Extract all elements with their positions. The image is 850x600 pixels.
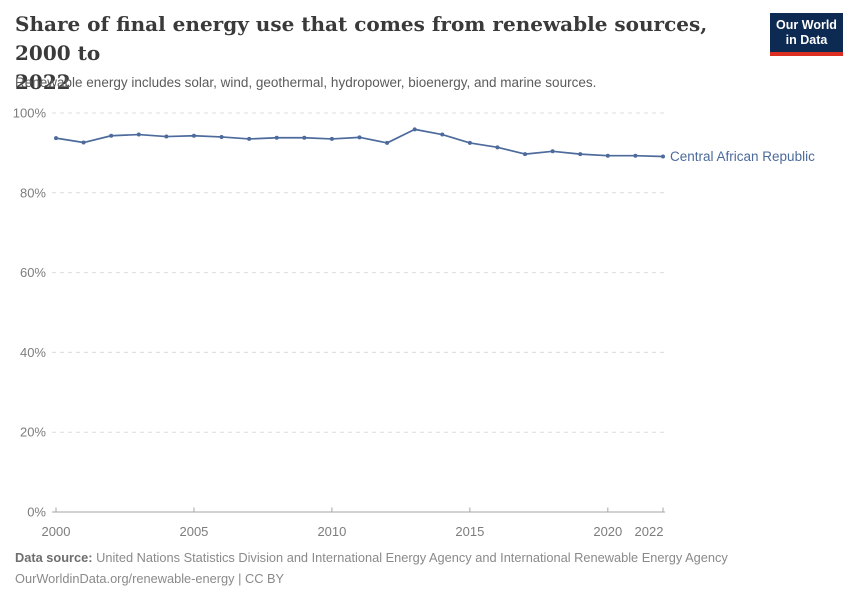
data-point bbox=[247, 136, 252, 141]
data-source-label: Data source: bbox=[15, 550, 93, 565]
y-tick-label: 80% bbox=[20, 185, 46, 200]
data-point bbox=[54, 136, 58, 141]
y-tick-label: 0% bbox=[27, 505, 46, 520]
data-point bbox=[412, 127, 417, 132]
owid-logo: Our World in Data bbox=[770, 13, 843, 56]
chart-title: Share of final energy use that comes fro… bbox=[15, 10, 755, 97]
y-tick-label: 40% bbox=[20, 345, 46, 360]
data-point bbox=[385, 140, 390, 145]
data-point bbox=[302, 135, 307, 140]
data-point bbox=[329, 136, 334, 141]
data-point bbox=[136, 132, 141, 137]
x-tick-label: 2020 bbox=[593, 524, 622, 539]
data-point bbox=[467, 140, 472, 145]
data-source-line: Data source: United Nations Statistics D… bbox=[15, 547, 815, 568]
data-point bbox=[191, 133, 196, 138]
data-point bbox=[81, 140, 86, 145]
data-point bbox=[440, 132, 445, 137]
owid-logo-text: Our World in Data bbox=[770, 13, 843, 52]
owid-logo-line2: in Data bbox=[785, 33, 828, 47]
chart-title-line2: 2022 bbox=[15, 70, 71, 94]
y-tick-label: 20% bbox=[20, 425, 46, 440]
data-point bbox=[274, 135, 279, 140]
x-tick-label: 2005 bbox=[179, 524, 208, 539]
owid-logo-line1: Our World bbox=[776, 18, 837, 32]
data-point bbox=[633, 153, 638, 158]
data-point bbox=[109, 133, 114, 138]
data-point bbox=[523, 152, 528, 157]
chart-title-line1: Share of final energy use that comes fro… bbox=[15, 12, 708, 65]
series-line bbox=[55, 128, 664, 158]
data-point bbox=[661, 154, 665, 159]
data-point bbox=[357, 135, 362, 140]
x-tick-label: 2010 bbox=[317, 524, 346, 539]
owid-logo-red-bar bbox=[770, 52, 843, 56]
entity-label: Central African Republic bbox=[670, 149, 815, 164]
footer-note: OurWorldinData.org/renewable-energy | CC… bbox=[15, 571, 285, 586]
data-point bbox=[219, 134, 224, 139]
data-point bbox=[578, 152, 583, 157]
data-point bbox=[495, 145, 500, 150]
data-source-text: United Nations Statistics Division and I… bbox=[96, 550, 728, 565]
chart-footer: Data source: United Nations Statistics D… bbox=[15, 547, 815, 589]
data-point bbox=[550, 149, 555, 154]
y-tick-label: 100% bbox=[13, 106, 47, 121]
chart-subtitle: Renewable energy includes solar, wind, g… bbox=[15, 75, 597, 90]
x-tick-label: 2015 bbox=[455, 524, 484, 539]
y-tick-label: 60% bbox=[20, 265, 46, 280]
x-tick-label: 2000 bbox=[42, 524, 71, 539]
data-point bbox=[605, 153, 610, 158]
data-point bbox=[164, 134, 169, 139]
x-tick-label: 2022 bbox=[635, 524, 664, 539]
